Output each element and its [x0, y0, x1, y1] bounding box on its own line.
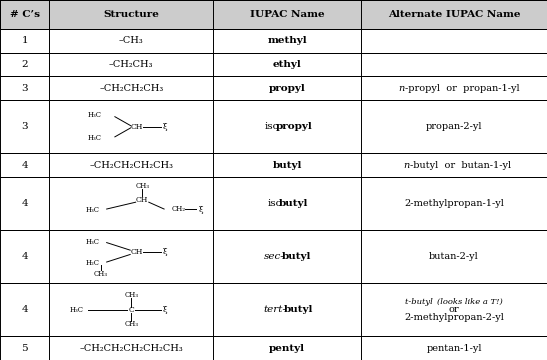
Bar: [0, 336, 547, 360]
Text: or: or: [449, 305, 459, 314]
Text: CH: CH: [136, 196, 148, 204]
Text: -butyl  or  butan-1-yl: -butyl or butan-1-yl: [410, 161, 511, 170]
Text: ξ: ξ: [163, 248, 167, 256]
Text: H₃C: H₃C: [85, 238, 100, 246]
Text: 3: 3: [21, 84, 28, 93]
Text: Alternate IUPAC Name: Alternate IUPAC Name: [388, 10, 520, 19]
Text: H₃C: H₃C: [69, 306, 83, 314]
Text: H₃C: H₃C: [87, 111, 101, 119]
Text: CH₃: CH₃: [135, 183, 149, 190]
Text: methyl: methyl: [267, 36, 307, 45]
Bar: [0, 230, 547, 283]
Text: tert-: tert-: [263, 305, 286, 314]
Text: propyl: propyl: [269, 84, 306, 93]
Bar: [0, 177, 547, 230]
Text: IUPAC Name: IUPAC Name: [250, 10, 324, 19]
Text: ξ: ξ: [199, 206, 203, 214]
Bar: [0, 0, 547, 29]
Text: propyl: propyl: [276, 122, 312, 131]
Text: C: C: [129, 306, 134, 314]
Text: CH₃: CH₃: [124, 291, 138, 299]
Text: 2-methylpropan-2-yl: 2-methylpropan-2-yl: [404, 313, 504, 322]
Text: H₃C: H₃C: [85, 206, 100, 214]
Text: pentyl: pentyl: [269, 343, 305, 352]
Text: H₂C: H₂C: [85, 259, 100, 267]
Text: –CH₃: –CH₃: [119, 36, 144, 45]
Text: n: n: [403, 161, 409, 170]
Bar: [0, 100, 547, 153]
Text: 4: 4: [21, 252, 28, 261]
Text: ethyl: ethyl: [273, 60, 301, 69]
Text: 2-methylpropan-1-yl: 2-methylpropan-1-yl: [404, 199, 504, 208]
Text: 4: 4: [21, 161, 28, 170]
Text: propan-2-yl: propan-2-yl: [426, 122, 482, 131]
Text: 5: 5: [21, 343, 28, 352]
Text: # C’s: # C’s: [10, 10, 39, 19]
Text: iso: iso: [265, 122, 280, 131]
Text: CH: CH: [131, 123, 143, 131]
Text: n: n: [399, 84, 405, 93]
Text: –CH₂CH₃: –CH₂CH₃: [109, 60, 154, 69]
Bar: [0, 29, 547, 53]
Bar: [0, 153, 547, 177]
Text: CH₃: CH₃: [124, 320, 138, 328]
Text: Structure: Structure: [103, 10, 159, 19]
Text: 3: 3: [21, 122, 28, 131]
Bar: [0, 283, 547, 336]
Text: -propyl  or  propan-1-yl: -propyl or propan-1-yl: [405, 84, 520, 93]
Text: –CH₂CH₂CH₂CH₂CH₃: –CH₂CH₂CH₂CH₂CH₃: [79, 343, 183, 352]
Text: butyl: butyl: [282, 252, 311, 261]
Text: –CH₂CH₂CH₂CH₃: –CH₂CH₂CH₂CH₃: [89, 161, 173, 170]
Text: pentan-1-yl: pentan-1-yl: [426, 343, 482, 352]
Text: CH: CH: [131, 248, 143, 256]
Text: iso: iso: [267, 199, 282, 208]
Text: sec-: sec-: [264, 252, 285, 261]
Text: ξ: ξ: [163, 123, 167, 131]
Text: CH₂: CH₂: [171, 205, 185, 213]
Bar: [0, 53, 547, 76]
Text: H₃C: H₃C: [87, 134, 101, 142]
Text: 2: 2: [21, 60, 28, 69]
Text: butyl: butyl: [284, 305, 313, 314]
Text: butyl: butyl: [279, 199, 309, 208]
Text: –CH₂CH₂CH₃: –CH₂CH₂CH₃: [99, 84, 164, 93]
Text: 4: 4: [21, 199, 28, 208]
Text: butan-2-yl: butan-2-yl: [429, 252, 479, 261]
Text: ξ: ξ: [163, 306, 167, 314]
Bar: [0, 76, 547, 100]
Text: CH₃: CH₃: [94, 270, 108, 278]
Text: t-butyl  (looks like a T!): t-butyl (looks like a T!): [405, 298, 503, 306]
Text: 4: 4: [21, 305, 28, 314]
Text: 1: 1: [21, 36, 28, 45]
Text: butyl: butyl: [272, 161, 302, 170]
